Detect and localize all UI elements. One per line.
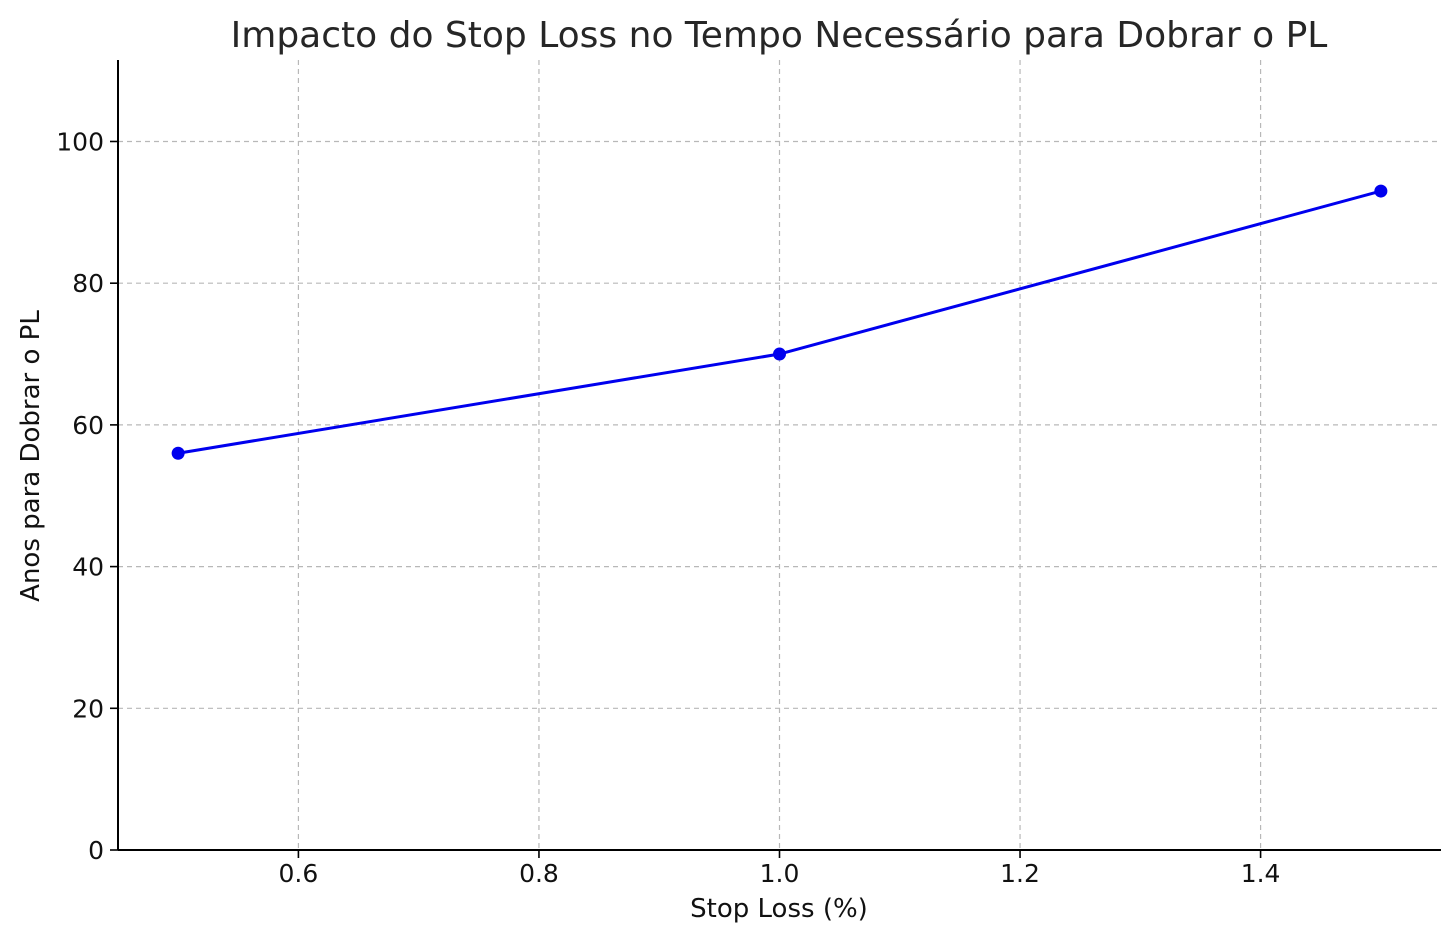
y-tick-label: 40 [72,553,104,582]
x-tick-label: 0.6 [279,859,319,888]
grid-lines [118,60,1441,850]
x-tick-label: 1.0 [760,859,800,888]
y-tick-label: 80 [72,269,104,298]
y-tick-label: 20 [72,694,104,723]
x-tick-label: 1.2 [1000,859,1040,888]
data-point [171,446,185,460]
y-axis-ticks: 0 20 40 60 80 100 [56,127,118,865]
data-point [1374,184,1388,198]
data-point [773,347,786,361]
series-group [171,184,1388,460]
y-axis-label: Anos para Dobrar o PL [16,310,46,602]
x-axis-ticks: 0.6 0.8 1.0 1.2 1.4 [279,850,1281,888]
x-tick-label: 1.4 [1241,859,1281,888]
x-axis-label: Stop Loss (%) [690,894,868,924]
x-tick-label: 0.8 [519,859,559,888]
y-tick-label: 100 [56,127,104,156]
y-tick-label: 0 [88,836,104,865]
y-tick-label: 60 [72,411,104,440]
chart-title: Impacto do Stop Loss no Tempo Necessário… [231,15,1328,56]
